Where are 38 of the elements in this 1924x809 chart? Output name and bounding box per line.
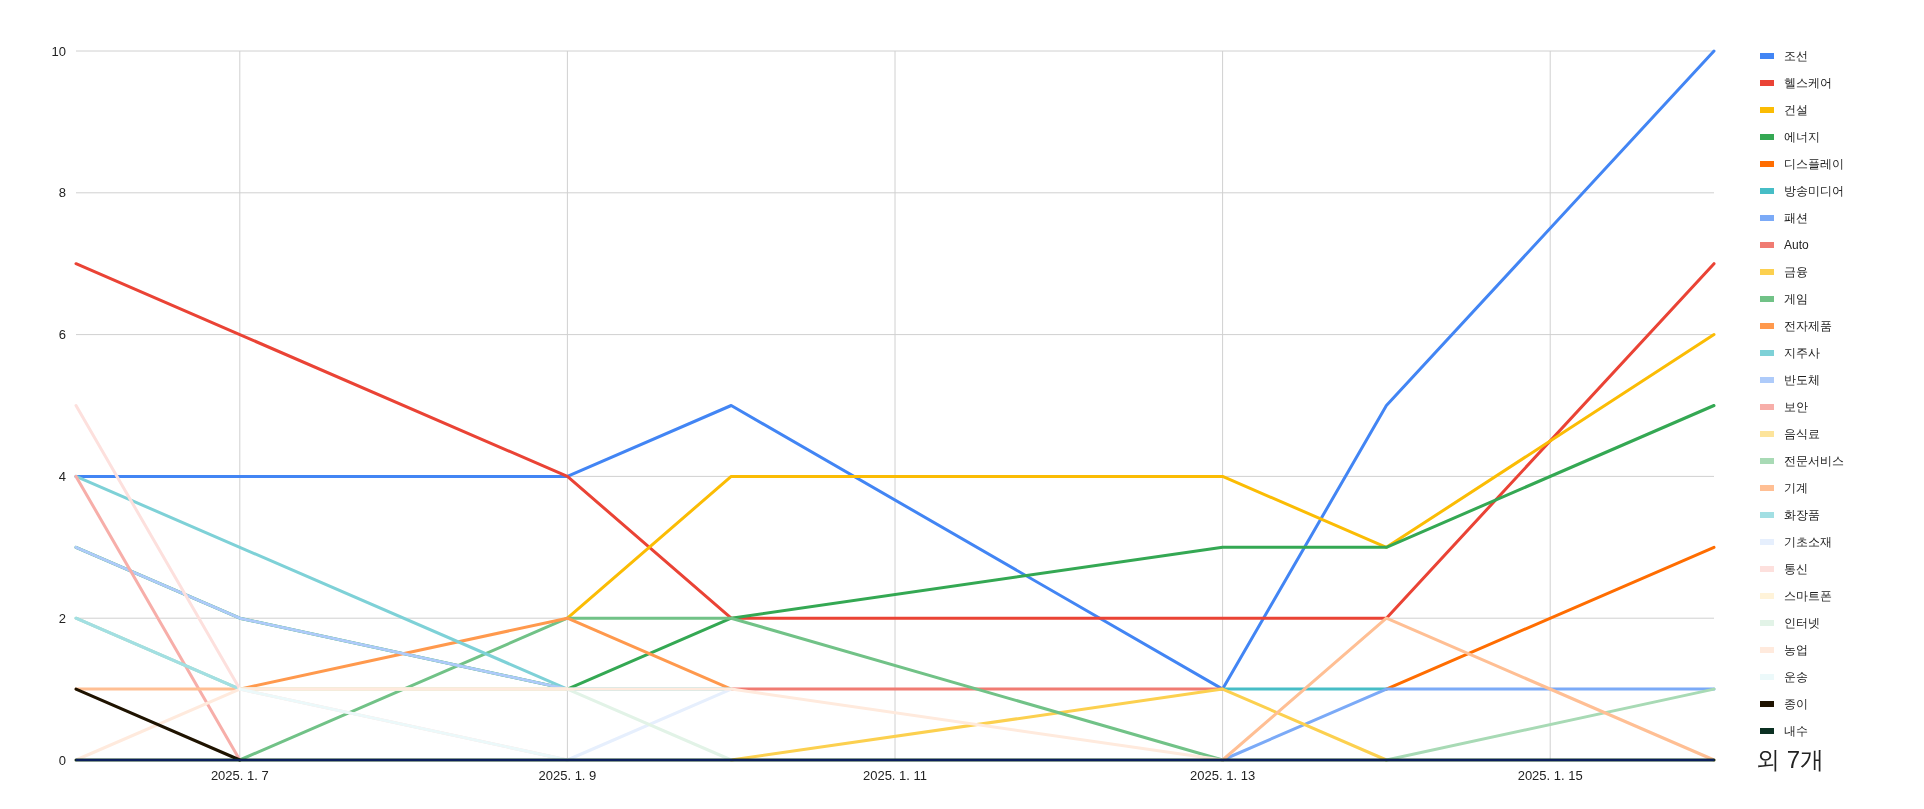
- x-tick-label: 2025. 1. 7: [210, 768, 269, 783]
- y-tick-label: 2: [58, 610, 66, 626]
- legend-label: 전자제품: [1784, 319, 1832, 334]
- legend-label: 지주사: [1784, 346, 1820, 361]
- legend-label: 전문서비스: [1784, 454, 1844, 469]
- legend-label: 금융: [1784, 265, 1808, 280]
- legend-label: 건설: [1784, 103, 1808, 118]
- legend-label: 기계: [1784, 481, 1808, 496]
- legend-label: 통신: [1784, 562, 1808, 577]
- legend-label: 게임: [1784, 292, 1808, 307]
- legend-label: 패션: [1784, 211, 1808, 226]
- legend-label: 화장품: [1784, 508, 1820, 523]
- x-tick-label: 2025. 1. 9: [538, 768, 597, 783]
- x-tick-label: 2025. 1. 13: [1190, 768, 1256, 783]
- x-tick-label: 2025. 1. 11: [862, 768, 928, 783]
- legend-label: 방송미디어: [1784, 184, 1844, 199]
- y-tick-label: 0: [58, 752, 66, 768]
- legend-label: 종이: [1784, 697, 1808, 712]
- legend-label: 헬스케어: [1784, 76, 1832, 91]
- legend-label: 에너지: [1784, 130, 1820, 145]
- legend-label: 조선: [1784, 49, 1808, 64]
- legend-label: 반도체: [1784, 373, 1820, 388]
- y-tick-label: 4: [58, 468, 66, 484]
- y-tick-label: 10: [51, 43, 66, 59]
- legend-label: 스마트폰: [1784, 589, 1832, 604]
- legend-label: 농업: [1784, 643, 1808, 658]
- legend-label: 음식료: [1784, 427, 1820, 442]
- y-tick-label: 6: [58, 327, 66, 343]
- y-tick-label: 8: [58, 185, 66, 201]
- legend-label: 내수: [1784, 724, 1808, 739]
- legend-label: 인터넷: [1784, 616, 1820, 631]
- legend-label: Auto: [1784, 238, 1810, 253]
- legend-label: 디스플레이: [1784, 157, 1844, 172]
- text: 외 7개: [1756, 746, 1825, 773]
- legend-label: 기초소재: [1784, 535, 1832, 550]
- legend-label: 보안: [1784, 400, 1808, 415]
- legend-label: 운송: [1784, 670, 1808, 685]
- x-tick-label: 2025. 1. 15: [1517, 768, 1583, 783]
